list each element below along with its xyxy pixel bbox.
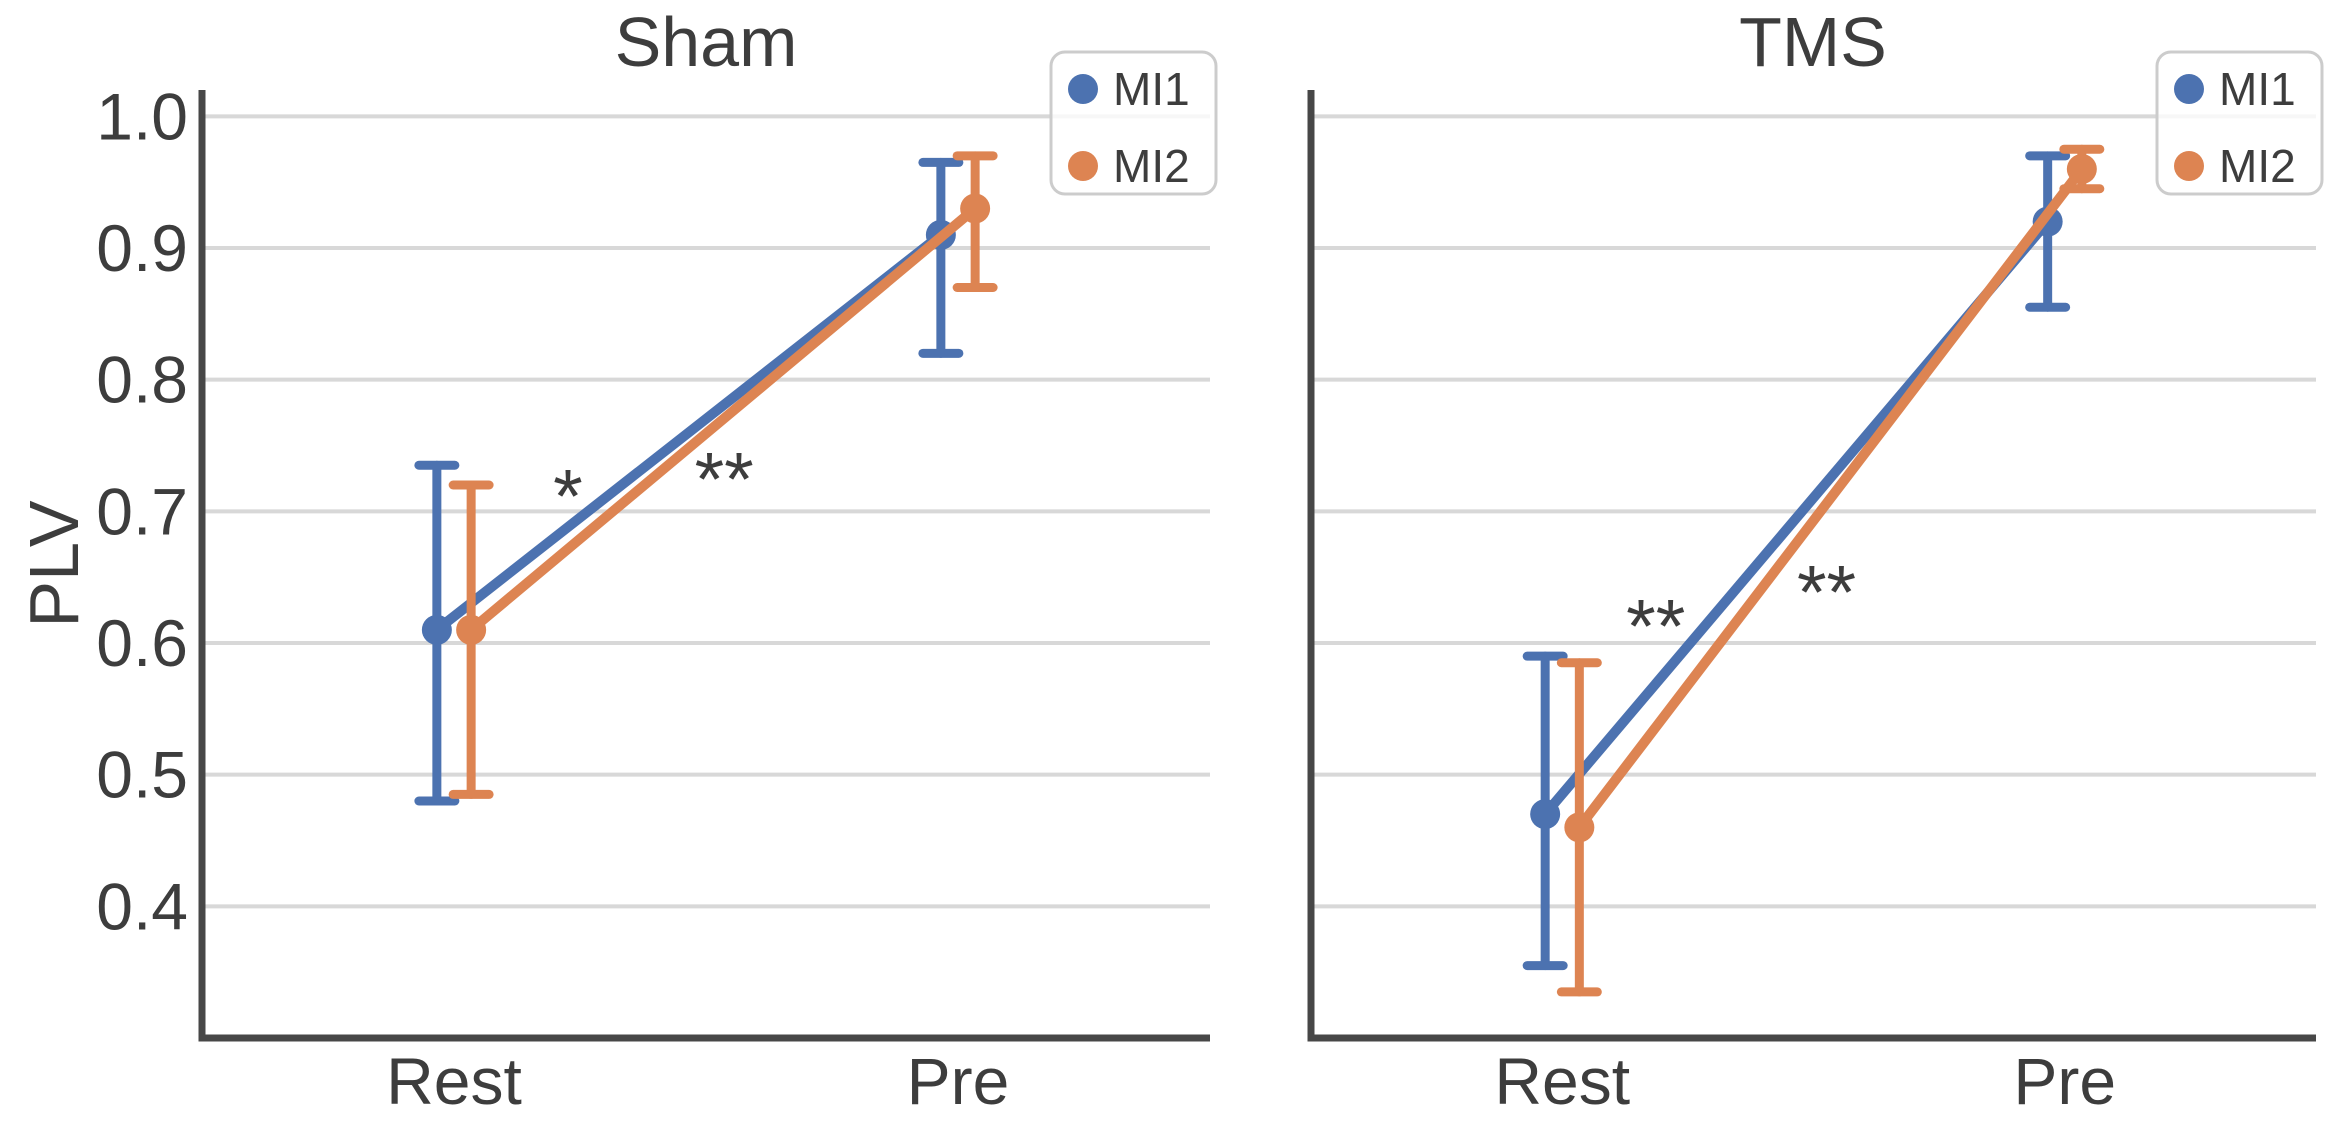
significance-marker: ** [1797, 550, 1856, 635]
data-point-mi1 [1530, 799, 1561, 830]
data-point-mi2 [456, 614, 487, 645]
x-tick-label: Pre [907, 1044, 1010, 1118]
significance-marker: ** [695, 437, 754, 522]
panel-tms: Rest Pre ** ** [1307, 90, 2316, 1118]
legend-swatch-mi1 [2174, 74, 2204, 104]
y-tick-label: 0.7 [96, 474, 188, 548]
data-point-mi2 [960, 193, 991, 224]
series-line-mi1 [431, 229, 946, 635]
series-line-mi2 [1574, 164, 2087, 833]
legend-label-mi2: MI2 [2219, 140, 2296, 192]
data-point-mi2 [2066, 154, 2097, 184]
panel-title-sham: Sham [615, 3, 798, 81]
series-line-mi2 [466, 203, 981, 635]
y-tick-label: 0.9 [96, 211, 188, 285]
panel-title-tms: TMS [1739, 3, 1887, 81]
x-tick-label: Pre [2013, 1044, 2116, 1118]
y-tick-label: 0.8 [96, 343, 188, 417]
data-point-mi2 [1564, 812, 1595, 843]
legend-label-mi2: MI2 [1113, 140, 1190, 192]
legend-swatch-mi1 [1068, 74, 1098, 104]
y-axis-label: PLV [15, 500, 93, 627]
x-tick-label: Rest [1494, 1044, 1630, 1118]
y-tick-label: 1.0 [96, 79, 188, 153]
legend-label-mi1: MI1 [2219, 63, 2296, 115]
legend-label-mi1: MI1 [1113, 63, 1190, 115]
x-tick-label: Rest [386, 1044, 522, 1118]
significance-marker: ** [1626, 585, 1685, 670]
y-tick-label: 0.5 [96, 738, 188, 812]
y-tick-label: 0.4 [96, 869, 188, 943]
y-tick-label: 0.6 [96, 606, 188, 680]
data-point-mi1 [421, 614, 452, 645]
legend-swatch-mi2 [2174, 151, 2204, 181]
legend-swatch-mi2 [1068, 151, 1098, 181]
significance-marker: * [553, 454, 583, 539]
